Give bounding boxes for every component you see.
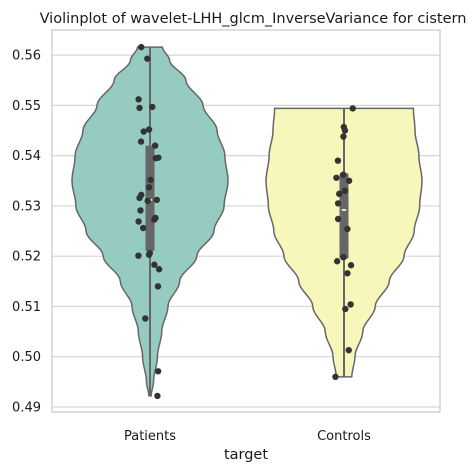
data-point-patients (142, 315, 149, 322)
data-point-controls (342, 305, 349, 313)
y-tick-label: 0.55 (12, 99, 41, 114)
data-point-patients (135, 96, 142, 103)
data-point-controls (347, 262, 355, 269)
data-point-patients (145, 126, 153, 133)
data-point-controls (345, 177, 353, 184)
y-axis-ticks: 0.49 0.50 0.51 0.52 0.53 0.54 0.55 0.56 (12, 49, 41, 416)
data-point-patients (151, 142, 159, 149)
data-point-patients (145, 184, 153, 191)
x-axis-label: target (224, 447, 268, 463)
data-point-patients (136, 194, 143, 202)
y-tick-label: 0.56 (12, 49, 41, 64)
data-point-controls (340, 133, 347, 140)
chart-title: Violinplot of wavelet-LHH_glcm_InverseVa… (40, 11, 467, 27)
x-axis-ticks: Patients Controls (124, 429, 371, 444)
data-point-patients (151, 216, 158, 223)
data-point-patients (154, 368, 162, 375)
data-point-patients (155, 266, 163, 273)
data-point-patients (154, 283, 162, 290)
y-tick-label: 0.49 (12, 400, 41, 415)
data-point-patients (144, 55, 151, 62)
data-point-controls (333, 174, 340, 181)
y-tick-label: 0.53 (12, 199, 41, 214)
violin-iqr-box-patients (145, 145, 155, 252)
data-point-patients (145, 251, 153, 258)
data-point-controls (336, 190, 343, 198)
data-point-controls (344, 270, 351, 277)
data-point-controls (340, 253, 347, 261)
data-point-controls (340, 171, 347, 178)
y-tick-label: 0.50 (12, 350, 41, 365)
data-point-patients (139, 224, 147, 232)
x-tick-label: Patients (124, 429, 176, 444)
data-point-patients (137, 207, 144, 214)
plot-frame (51, 29, 441, 413)
data-point-controls (334, 215, 342, 223)
data-point-controls (347, 301, 354, 308)
data-point-controls (341, 187, 349, 195)
data-point-patients (154, 392, 161, 400)
data-point-patients (149, 103, 156, 111)
data-point-patients (151, 261, 158, 268)
data-point-patients (140, 128, 147, 135)
data-point-patients (147, 176, 154, 183)
data-point-patients (152, 154, 159, 162)
y-tick-label: 0.51 (12, 300, 41, 315)
x-tick-label: Controls (317, 429, 371, 444)
data-point-controls (344, 225, 351, 233)
data-point-patients (137, 138, 145, 145)
data-point-patients (153, 196, 161, 204)
violin-iqr-box-controls (339, 173, 349, 259)
data-point-controls (333, 258, 341, 265)
data-point-controls (334, 157, 342, 164)
y-tick-label: 0.52 (12, 250, 41, 265)
data-point-patients (138, 43, 145, 51)
data-points (135, 43, 356, 400)
data-point-controls (334, 200, 342, 207)
data-point-controls (349, 105, 356, 112)
data-point-patients (135, 218, 142, 225)
y-tick-label: 0.54 (12, 149, 41, 164)
data-point-controls (341, 127, 349, 134)
data-point-controls (345, 346, 352, 354)
data-point-patients (144, 197, 151, 205)
data-point-patients (135, 252, 142, 259)
data-point-patients (136, 104, 143, 112)
data-point-controls (332, 373, 339, 381)
